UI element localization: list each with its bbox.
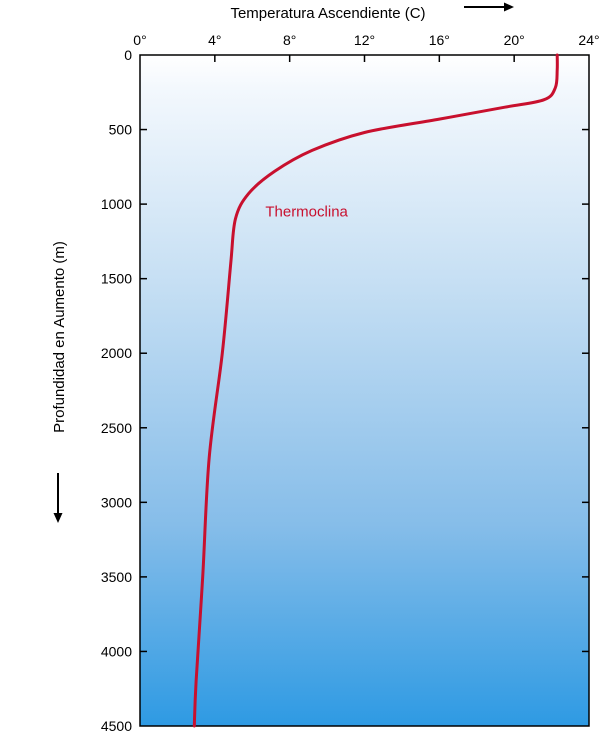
y-tick-label: 3000 xyxy=(101,494,132,510)
y-tick-label: 4500 xyxy=(101,718,132,731)
x-tick-label: 16° xyxy=(429,32,450,48)
y-axis-ticks: 0 500 1000 1500 2000 2500 3000 3500 4000 4500 xyxy=(101,47,589,731)
plot-area xyxy=(140,55,589,726)
y-tick-label: 1000 xyxy=(101,196,132,212)
x-tick-label: 0° xyxy=(133,32,146,48)
y-tick-label: 2500 xyxy=(101,420,132,436)
temperature-line xyxy=(192,53,559,728)
annotations-layer: Thermoclina xyxy=(265,204,348,221)
x-tick-label: 12° xyxy=(354,32,375,48)
y-tick-label: 2000 xyxy=(101,345,132,361)
series-layer xyxy=(192,53,559,728)
x-axis-ticks: 0° 4° 8° 12° 16° 20° 24° xyxy=(133,32,600,62)
x-axis-title: Temperatura Ascendiente (C) xyxy=(230,5,425,22)
x-tick-label: 24° xyxy=(578,32,599,48)
y-tick-label: 3500 xyxy=(101,569,132,585)
arrow-down-icon xyxy=(53,473,63,523)
thermocline-label: Thermoclina xyxy=(265,204,348,221)
x-tick-label: 4° xyxy=(208,32,221,48)
arrow-right-icon xyxy=(464,2,514,12)
y-tick-label: 0 xyxy=(124,47,132,63)
x-tick-label: 8° xyxy=(283,32,296,48)
y-axis-title: Profundidad en Aumento (m) xyxy=(51,241,68,433)
y-tick-label: 500 xyxy=(109,122,133,138)
y-tick-label: 1500 xyxy=(101,271,132,287)
y-tick-label: 4000 xyxy=(101,643,132,659)
x-tick-label: 20° xyxy=(504,32,525,48)
